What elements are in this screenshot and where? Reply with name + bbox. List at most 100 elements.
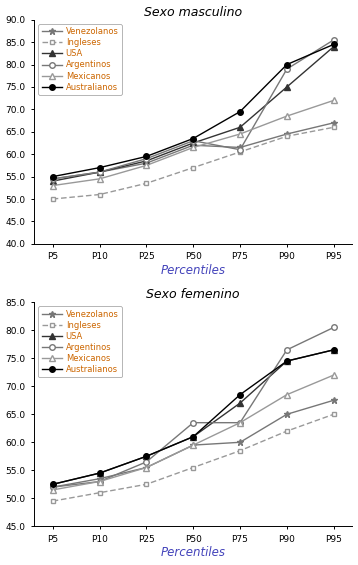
Legend: Venezolanos, Ingleses, USA, Argentinos, Mexicanos, Australianos: Venezolanos, Ingleses, USA, Argentinos, …: [38, 306, 122, 377]
USA: [285, 358, 289, 364]
Australianos: [285, 358, 289, 364]
Argentinos: [285, 346, 289, 353]
Venezolanos: [332, 397, 336, 403]
Title: Sexo masculino: Sexo masculino: [144, 6, 242, 19]
Australianos: [50, 173, 55, 180]
Line: USA: USA: [50, 347, 337, 487]
Argentinos: [144, 155, 149, 162]
Venezolanos: [191, 442, 195, 449]
Argentinos: [285, 66, 289, 72]
USA: [144, 453, 149, 460]
Argentinos: [332, 37, 336, 44]
Line: Australianos: Australianos: [50, 42, 337, 179]
USA: [332, 346, 336, 353]
Ingleses: [191, 164, 195, 171]
Argentinos: [191, 419, 195, 426]
Ingleses: [50, 195, 55, 202]
USA: [97, 470, 102, 476]
Ingleses: [332, 124, 336, 131]
Argentinos: [144, 459, 149, 466]
Argentinos: [332, 324, 336, 331]
Mexicanos: [332, 372, 336, 379]
Argentinos: [191, 137, 195, 144]
Line: Mexicanos: Mexicanos: [50, 372, 337, 493]
USA: [285, 84, 289, 90]
Line: Venezolanos: Venezolanos: [49, 119, 337, 182]
Argentinos: [97, 169, 102, 176]
Line: Australianos: Australianos: [50, 347, 337, 487]
Venezolanos: [50, 484, 55, 490]
Ingleses: [144, 180, 149, 186]
Venezolanos: [144, 160, 149, 167]
USA: [50, 481, 55, 488]
Australianos: [97, 470, 102, 476]
Venezolanos: [285, 131, 289, 137]
Ingleses: [144, 481, 149, 488]
Venezolanos: [332, 119, 336, 126]
USA: [144, 158, 149, 164]
Australianos: [238, 392, 242, 398]
Australianos: [332, 346, 336, 353]
Line: Ingleses: Ingleses: [50, 125, 336, 202]
USA: [191, 140, 195, 146]
Argentinos: [238, 146, 242, 153]
Line: Mexicanos: Mexicanos: [50, 98, 337, 188]
Venezolanos: [144, 464, 149, 471]
Legend: Venezolanos, Ingleses, USA, Argentinos, Mexicanos, Australianos: Venezolanos, Ingleses, USA, Argentinos, …: [38, 24, 122, 95]
Ingleses: [238, 149, 242, 155]
Argentinos: [97, 478, 102, 485]
Venezolanos: [50, 176, 55, 182]
Mexicanos: [50, 486, 55, 493]
Australianos: [97, 164, 102, 171]
Mexicanos: [144, 162, 149, 169]
Mexicanos: [285, 392, 289, 398]
Australianos: [191, 135, 195, 142]
Mexicanos: [144, 464, 149, 471]
Ingleses: [285, 133, 289, 140]
Mexicanos: [238, 131, 242, 137]
Venezolanos: [238, 439, 242, 446]
Ingleses: [191, 464, 195, 471]
Ingleses: [285, 428, 289, 434]
Mexicanos: [50, 182, 55, 189]
Line: USA: USA: [50, 44, 337, 184]
Line: Argentinos: Argentinos: [50, 37, 337, 181]
Venezolanos: [238, 144, 242, 151]
Mexicanos: [191, 442, 195, 449]
Line: Ingleses: Ingleses: [50, 412, 336, 503]
Mexicanos: [191, 144, 195, 151]
Argentinos: [238, 419, 242, 426]
Argentinos: [50, 484, 55, 490]
Ingleses: [50, 498, 55, 505]
Australianos: [50, 481, 55, 488]
Venezolanos: [191, 142, 195, 149]
X-axis label: Percentiles: Percentiles: [161, 264, 226, 277]
USA: [50, 177, 55, 184]
USA: [238, 124, 242, 131]
Venezolanos: [97, 475, 102, 482]
USA: [97, 169, 102, 176]
Argentinos: [50, 176, 55, 182]
Mexicanos: [285, 112, 289, 119]
Mexicanos: [97, 478, 102, 485]
Mexicanos: [332, 97, 336, 104]
Line: Argentinos: Argentinos: [50, 325, 337, 490]
Australianos: [238, 108, 242, 115]
Mexicanos: [238, 419, 242, 426]
Australianos: [191, 433, 195, 440]
USA: [191, 433, 195, 440]
Australianos: [144, 453, 149, 460]
Venezolanos: [97, 169, 102, 176]
Australianos: [332, 41, 336, 48]
Ingleses: [332, 411, 336, 418]
Australianos: [144, 153, 149, 160]
USA: [332, 44, 336, 50]
Mexicanos: [97, 176, 102, 182]
Venezolanos: [285, 411, 289, 418]
Ingleses: [97, 191, 102, 198]
Line: Venezolanos: Venezolanos: [49, 397, 337, 490]
X-axis label: Percentiles: Percentiles: [161, 546, 226, 559]
Title: Sexo femenino: Sexo femenino: [146, 288, 240, 301]
USA: [238, 399, 242, 406]
Australianos: [285, 61, 289, 68]
